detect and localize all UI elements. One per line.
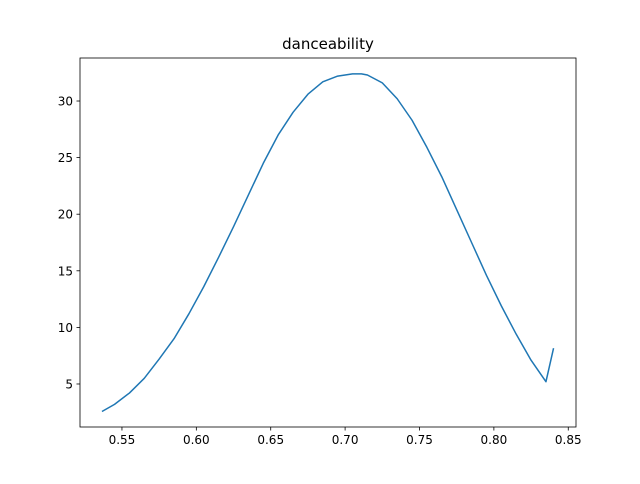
y-tick-label: 5	[65, 377, 73, 391]
series-line-0	[101, 73, 555, 413]
y-tick-label: 25	[58, 151, 73, 165]
x-tick-label: 0.65	[257, 433, 284, 447]
axes: 0.55 0.60 0.65 0.70 0.75 0.80 0.85 5 10 15 20 25 30	[58, 57, 582, 447]
x-tick-label: 0.75	[406, 433, 433, 447]
x-tick-label: 0.60	[183, 433, 210, 447]
x-tick-label: 0.70	[332, 433, 359, 447]
y-tick-label: 20	[58, 208, 73, 222]
y-tick-label: 10	[58, 321, 73, 335]
x-tick-label: 0.85	[555, 433, 582, 447]
x-tick-label: 0.80	[481, 433, 508, 447]
x-tick-label: 0.55	[109, 433, 136, 447]
chart-title: danceability	[282, 35, 374, 53]
axes-frame	[79, 57, 577, 428]
y-tick-label: 30	[58, 95, 73, 109]
y-tick-label: 15	[58, 264, 73, 278]
plot-area	[101, 73, 555, 413]
